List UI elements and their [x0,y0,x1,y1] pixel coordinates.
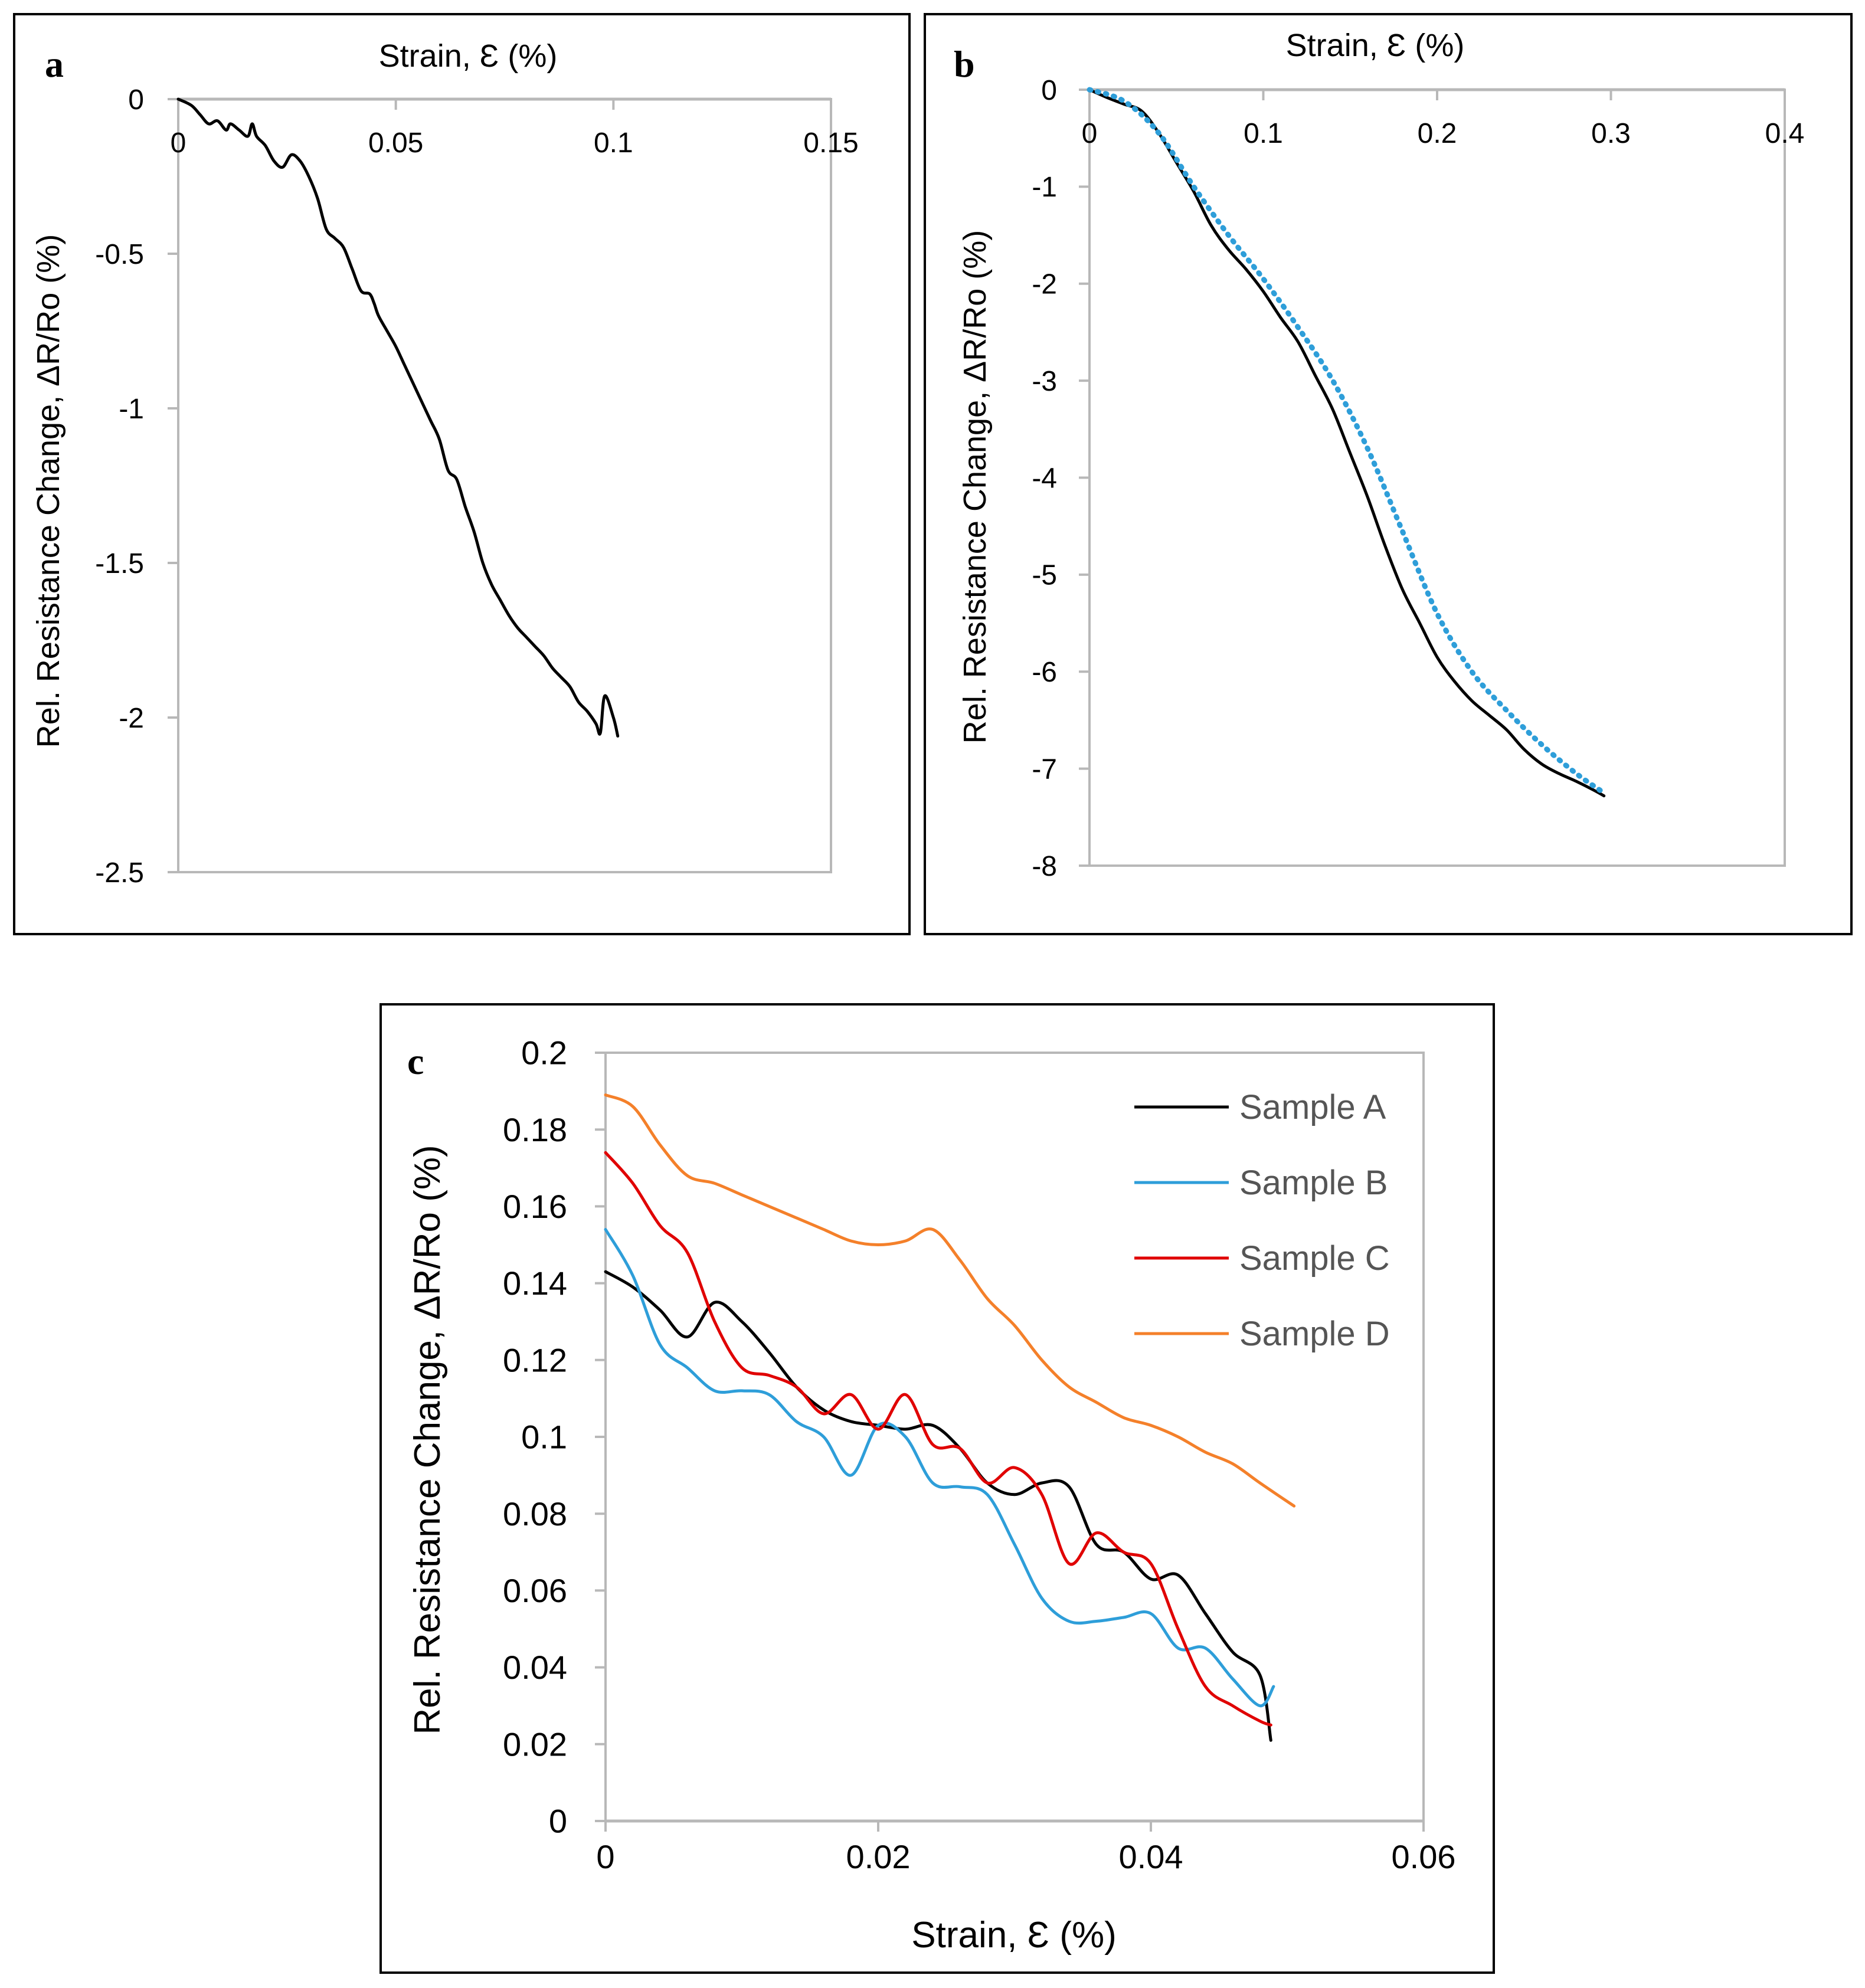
panel-a [13,13,911,935]
chart-c-xlabel: Strain, Ɛ (%) [911,1915,1117,1956]
x-tick-label-c: 0 [596,1838,614,1875]
y-tick-label-c: 0.04 [503,1649,567,1686]
legend-label: Sample D [1239,1315,1390,1353]
y-tick-label-a: -2.5 [95,857,144,889]
x-tick-label-b: 0.1 [1244,118,1283,149]
x-tick-label-b: 0 [1082,118,1098,149]
y-tick-label-a: 0 [128,84,144,116]
y-tick-label-c: 0.16 [503,1188,567,1225]
x-tick-label-a: 0 [171,127,186,159]
chart-b-ylabel: Rel. Resistance Change, ΔR/Ro (%) [957,230,993,744]
chart-b-xlabel: Strain, Ɛ (%) [1286,28,1465,63]
chart-a-xlabel: Strain, Ɛ (%) [379,38,558,74]
y-tick-label-c: 0.08 [503,1495,567,1532]
y-tick-label-a: -1.5 [95,548,144,579]
y-tick-label-b: -8 [1032,851,1057,882]
series-line-b-measured [1088,88,1606,798]
y-tick-label-c: 0 [549,1803,567,1840]
y-tick-label-b: -4 [1032,463,1057,494]
x-tick-label-a: 0.15 [803,127,858,159]
y-tick-label-b: 0 [1041,75,1057,106]
plot-area-a: 0 0.05 0.1 0.15 0 -0.5 -1 -1.5 -2 -2.5 [95,84,858,889]
y-tick-label-c: 0.06 [503,1572,567,1609]
y-tick-label-c: 0.2 [521,1034,567,1072]
panel-label-a: a [45,43,64,85]
y-tick-label-b: -3 [1032,366,1057,397]
y-tick-label-b: -7 [1032,754,1057,785]
x-tick-label-a: 0.05 [368,127,423,159]
y-tick-label-a: -0.5 [95,239,144,270]
y-tick-label-a: -2 [119,703,144,734]
x-tick-label-b: 0.3 [1591,118,1631,149]
legend-label: Sample C [1239,1239,1390,1278]
y-tick-label-a: -1 [119,394,144,425]
series-line-c-sample-a [604,1270,1272,1742]
x-tick-label-c: 0.04 [1119,1838,1183,1875]
y-tick-label-c: 0.1 [521,1419,567,1456]
y-tick-label-b: -5 [1032,560,1057,591]
panel-label-c: c [407,1040,424,1082]
chart-c-ylabel: Rel. Resistance Change, ΔR/Ro (%) [407,1145,448,1734]
x-tick-label-c: 0.02 [846,1838,911,1875]
y-tick-label-c: 0.18 [503,1111,567,1148]
y-tick-label-b: -6 [1032,657,1057,688]
series-line-c-sample-c [604,1151,1272,1727]
x-tick-label-b: 0.2 [1418,118,1457,149]
chart-a-ylabel: Rel. Resistance Change, ΔR/Ro (%) [31,234,66,748]
y-tick-label-b: -2 [1032,269,1057,300]
series-line-c-sample-d [604,1093,1296,1508]
x-tick-label-a: 0.1 [594,127,633,159]
plot-area-b: 0 0.1 0.2 0.3 0.4 0 -1 -2 -3 -4 -5 -6 -7 -8 [1032,75,1804,882]
x-tick-label-c: 0.06 [1392,1838,1456,1875]
panel-c [379,1003,1495,1974]
series-line-a-measured [176,97,620,738]
y-tick-label-b: -1 [1032,172,1057,203]
y-tick-label-c: 0.14 [503,1265,567,1302]
legend-label: Sample A [1239,1088,1386,1126]
series-line-c-sample-b [604,1228,1275,1708]
x-tick-label-b: 0.4 [1765,118,1805,149]
panel-label-b: b [954,43,975,85]
y-tick-label-c: 0.12 [503,1341,567,1378]
legend-c: Sample A Sample B Sample C Sample D [1134,1088,1390,1353]
plot-area-c: 0 0.02 0.04 0.06 0 0.02 0.04 0.06 0.08 0.1 0.12 0.1… [503,1034,1456,1875]
series-line-b-fit [1087,87,1607,796]
y-tick-label-c: 0.02 [503,1725,567,1763]
legend-label: Sample B [1239,1164,1388,1202]
panel-b [924,13,1853,935]
